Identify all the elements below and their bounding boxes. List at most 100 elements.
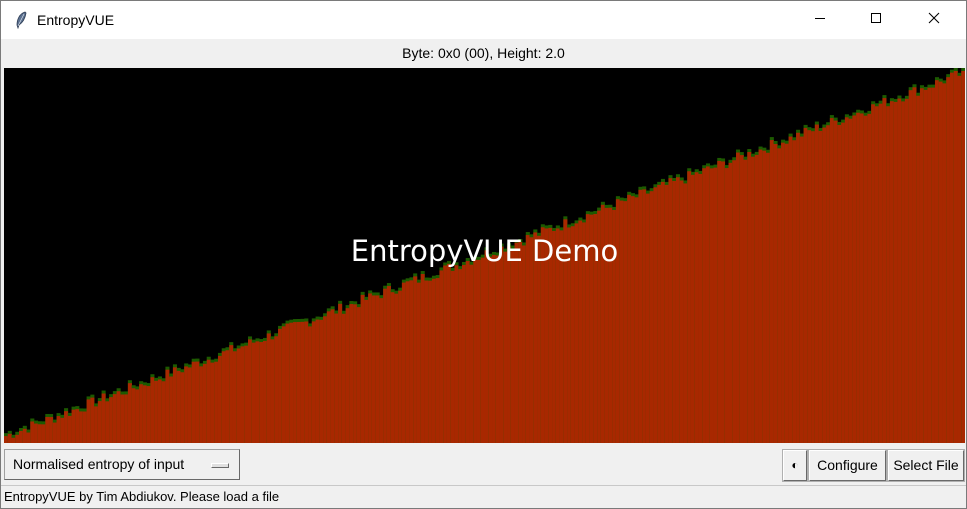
entropy-bar xyxy=(274,336,279,443)
entropy-bar xyxy=(390,292,395,443)
entropy-bar xyxy=(818,130,823,443)
entropy-bar xyxy=(769,140,774,443)
entropy-bar xyxy=(679,180,684,443)
entropy-bar xyxy=(311,321,316,443)
entropy-bar xyxy=(728,162,733,443)
entropy-bar xyxy=(510,248,515,443)
entropy-bar xyxy=(439,270,444,443)
entropy-bar xyxy=(259,342,264,443)
entropy-bar xyxy=(255,341,260,443)
entropy-bars xyxy=(4,68,965,443)
entropy-bar xyxy=(889,101,894,443)
contrast-button[interactable]: ◐ xyxy=(782,449,808,482)
entropy-bar xyxy=(240,346,245,443)
entropy-bar xyxy=(713,167,718,443)
entropy-bar xyxy=(803,127,808,443)
entropy-bar xyxy=(934,80,940,443)
entropy-bar xyxy=(202,363,208,443)
entropy-bar xyxy=(7,433,12,443)
entropy-bar xyxy=(71,409,76,443)
entropy-bar xyxy=(488,256,493,443)
entropy-bar xyxy=(450,270,455,443)
entropy-bar xyxy=(766,152,771,443)
entropy-bar xyxy=(458,269,463,443)
entropy-bar xyxy=(67,415,72,443)
entropy-bar xyxy=(236,348,241,443)
entropy-bar xyxy=(142,385,147,443)
entropy-bar xyxy=(540,227,545,443)
entropy-bar xyxy=(518,242,523,443)
entropy-bar xyxy=(773,144,778,443)
entropy-bar xyxy=(578,220,583,443)
entropy-bar xyxy=(732,160,737,443)
entropy-bar xyxy=(349,304,354,443)
entropy-bar xyxy=(698,173,703,443)
entropy-bar xyxy=(116,391,121,443)
entropy-canvas[interactable]: EntropyVUE Demo xyxy=(4,68,965,443)
entropy-bar xyxy=(101,393,106,443)
entropy-bar xyxy=(664,184,669,443)
entropy-bar xyxy=(533,232,538,443)
entropy-bar xyxy=(296,322,301,443)
title-bar[interactable]: EntropyVUE xyxy=(1,1,966,39)
entropy-bar xyxy=(232,351,238,443)
entropy-bar xyxy=(630,196,635,443)
entropy-bar xyxy=(360,294,365,443)
entropy-bar xyxy=(724,168,729,443)
entropy-bar xyxy=(300,321,305,443)
entropy-bar xyxy=(567,227,572,443)
entropy-bar xyxy=(867,113,872,443)
entropy-bar xyxy=(953,71,958,443)
mode-dropdown[interactable]: Normalised entropy of input xyxy=(4,449,240,480)
entropy-bar xyxy=(293,322,298,443)
entropy-bar xyxy=(206,359,211,443)
configure-button[interactable]: Configure xyxy=(808,449,887,482)
entropy-bar xyxy=(341,313,346,443)
entropy-bar xyxy=(563,219,568,443)
entropy-bar xyxy=(75,409,80,443)
entropy-bar xyxy=(784,143,789,443)
entropy-bar xyxy=(401,282,406,443)
entropy-bar xyxy=(446,263,452,443)
maximize-button[interactable] xyxy=(853,1,899,39)
entropy-bar xyxy=(548,227,553,443)
entropy-bar xyxy=(281,326,286,443)
entropy-bar xyxy=(612,209,617,443)
entropy-bar xyxy=(109,397,114,443)
entropy-bar xyxy=(131,388,136,443)
select-file-button[interactable]: Select File xyxy=(887,449,965,482)
entropy-bar xyxy=(657,184,662,443)
entropy-bar xyxy=(529,237,534,443)
minimize-button[interactable] xyxy=(797,1,843,39)
entropy-bar xyxy=(315,319,320,443)
entropy-bar xyxy=(97,401,102,443)
entropy-bar xyxy=(11,437,16,443)
entropy-bar xyxy=(886,106,891,443)
entropy-bar xyxy=(649,191,654,443)
entropy-bar xyxy=(739,155,744,443)
entropy-bar xyxy=(721,161,726,443)
entropy-bar xyxy=(949,72,955,443)
entropy-bar xyxy=(619,200,624,443)
entropy-bar xyxy=(375,295,380,443)
entropy-bar xyxy=(225,350,230,443)
entropy-bar xyxy=(356,307,361,443)
entropy-bar xyxy=(762,150,767,443)
entropy-bar xyxy=(743,159,748,443)
entropy-bar xyxy=(60,417,65,443)
entropy-bar xyxy=(859,113,864,443)
entropy-bar xyxy=(383,288,388,443)
entropy-bar xyxy=(484,250,489,443)
entropy-bar xyxy=(961,71,965,443)
entropy-bar xyxy=(330,309,335,443)
entropy-bar xyxy=(94,406,99,443)
close-button[interactable] xyxy=(911,1,957,39)
entropy-bar xyxy=(364,299,369,443)
entropy-bar xyxy=(413,276,418,443)
entropy-bar xyxy=(792,140,797,443)
entropy-bar xyxy=(165,369,170,443)
entropy-bar xyxy=(615,199,620,443)
entropy-bar xyxy=(465,261,470,443)
entropy-bar xyxy=(405,281,410,443)
entropy-bar xyxy=(946,77,951,443)
